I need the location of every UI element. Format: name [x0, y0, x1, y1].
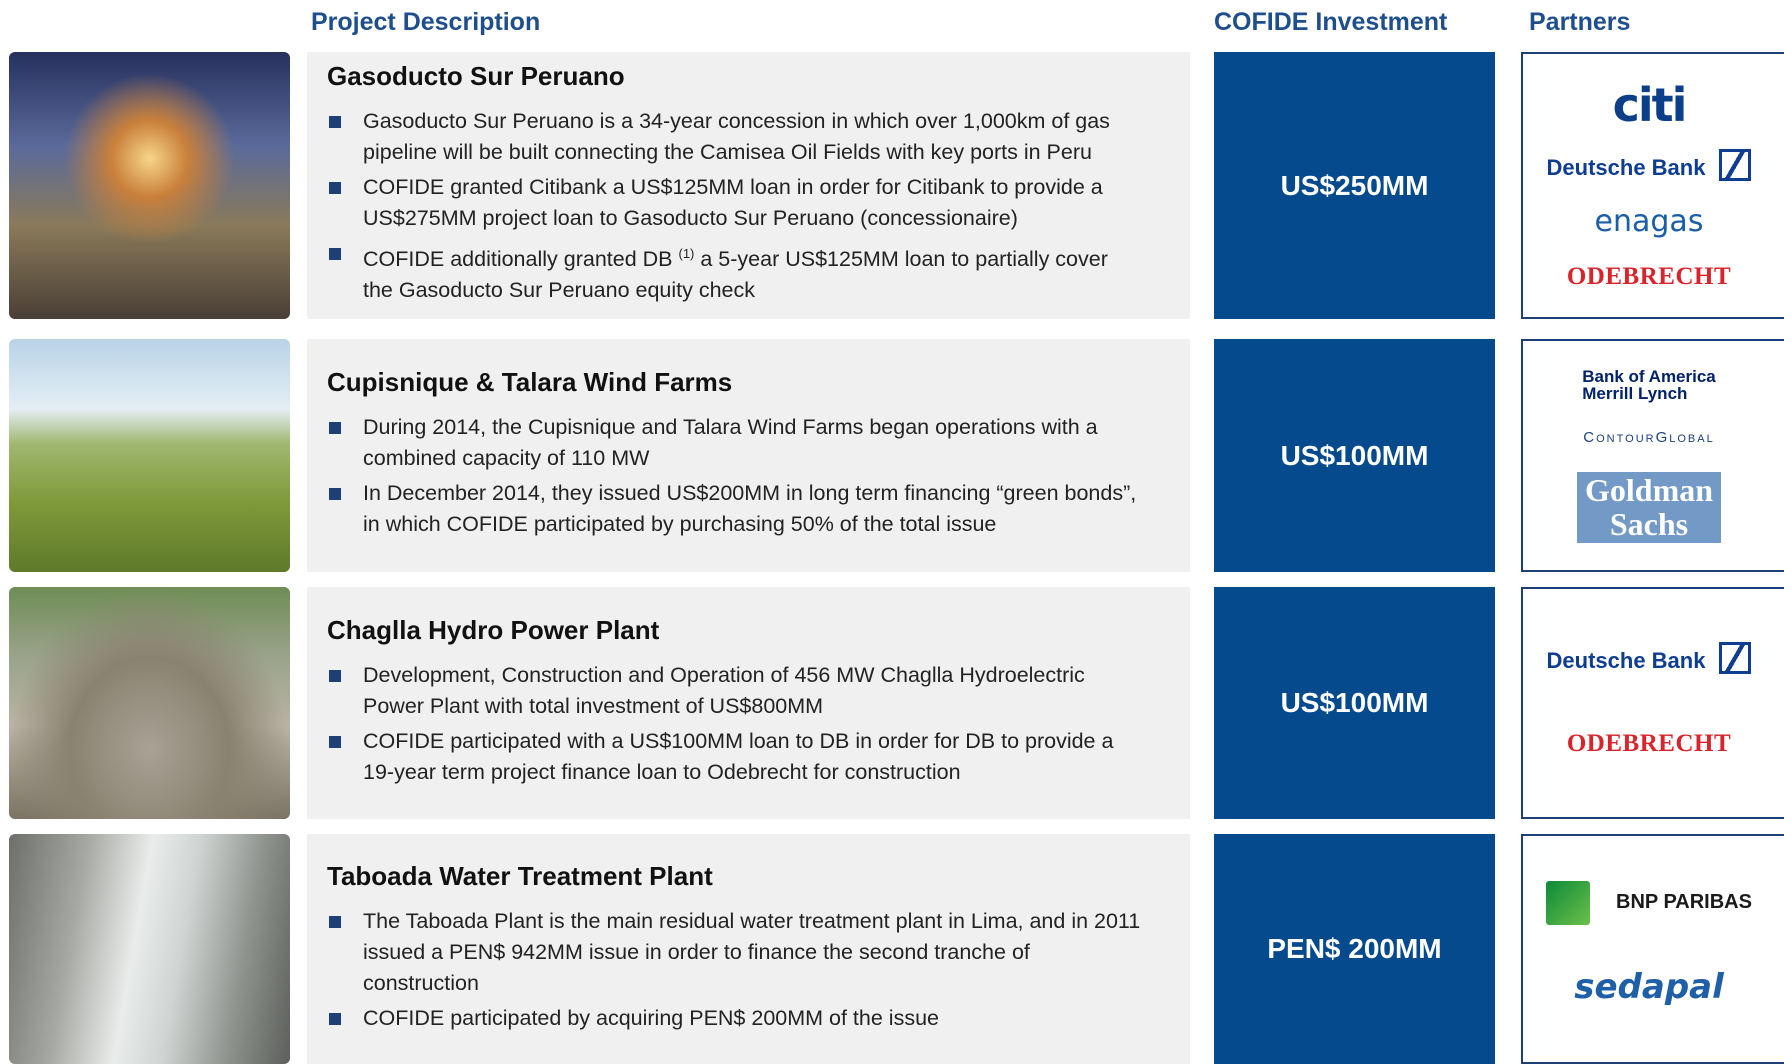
project-photo [9, 339, 290, 572]
bullet: In December 2014, they issued US$200MM i… [327, 478, 1143, 540]
partner-logo: sedapal [1574, 970, 1724, 1006]
description-box: Cupisnique & Talara Wind Farms During 201… [307, 339, 1190, 572]
bullet: COFIDE participated with a US$100MM loan… [327, 726, 1143, 788]
project-title: Taboada Water Treatment Plant [327, 861, 1170, 892]
partner-logo: ContourGlobal [1583, 430, 1714, 446]
partner-logo: enagas [1595, 206, 1704, 238]
partner-logo: citi [1613, 81, 1686, 129]
project-photo [9, 587, 290, 819]
project-photo [9, 834, 290, 1064]
header-investment: COFIDE Investment [1214, 8, 1447, 37]
project-row: Gasoducto Sur Peruano Gasoducto Sur Perua… [0, 52, 1784, 319]
project-title: Gasoducto Sur Peruano [327, 61, 1170, 92]
partner-logo: ODEBRECHT [1567, 731, 1731, 757]
project-row: Taboada Water Treatment Plant The Taboada… [0, 834, 1784, 1064]
bullet: The Taboada Plant is the main residual w… [327, 906, 1143, 999]
header-description: Project Description [311, 8, 540, 37]
investment-amount: PEN$ 200MM [1214, 834, 1495, 1064]
project-title: Chaglla Hydro Power Plant [327, 615, 1170, 646]
investment-amount: US$100MM [1214, 339, 1495, 572]
header-partners: Partners [1529, 8, 1630, 37]
description-box: Gasoducto Sur Peruano Gasoducto Sur Perua… [307, 52, 1190, 319]
partner-logo: Deutsche Bank [1547, 156, 1752, 179]
bullet: Gasoducto Sur Peruano is a 34-year conce… [327, 106, 1143, 168]
partner-name: ODEBRECHT [1567, 731, 1731, 757]
page: Project Description COFIDE Investment Pa… [0, 0, 1784, 1064]
partner-logo: BNP PARIBAS [1546, 892, 1752, 913]
partners-box: Deutsche Bank ODEBRECHT [1521, 587, 1784, 819]
project-row: Chaglla Hydro Power Plant Development, Co… [0, 587, 1784, 819]
partner-name: Deutsche Bank [1547, 156, 1706, 179]
partners-box: citi Deutsche Bank enagas ODEBRECHT [1521, 52, 1784, 319]
project-row: Cupisnique & Talara Wind Farms During 201… [0, 339, 1784, 572]
partner-name: Sachs [1585, 508, 1713, 542]
partner-name: Deutsche Bank [1547, 649, 1706, 672]
partner-logo: Deutsche Bank [1547, 649, 1752, 672]
partners-box: BNP PARIBAS sedapal [1521, 834, 1784, 1064]
partner-name: enagas [1595, 206, 1704, 238]
project-title: Cupisnique & Talara Wind Farms [327, 367, 1170, 398]
partner-name: Merrill Lynch [1582, 385, 1716, 403]
bullet-text: COFIDE additionally granted DB [363, 247, 673, 271]
partner-name: citi [1613, 81, 1686, 129]
partner-logo: ODEBRECHT [1567, 264, 1731, 290]
bullet: COFIDE participated by acquiring PEN$ 20… [327, 1003, 1143, 1034]
partner-name: sedapal [1574, 970, 1724, 1006]
partner-name: ContourGlobal [1583, 430, 1714, 446]
partner-name: ODEBRECHT [1567, 264, 1731, 290]
investment-amount: US$250MM [1214, 52, 1495, 319]
partner-name: BNP PARIBAS [1616, 892, 1752, 913]
bullet: COFIDE granted Citibank a US$125MM loan … [327, 172, 1143, 234]
project-photo [9, 52, 290, 319]
partner-name: Goldman [1585, 474, 1713, 508]
bullet: During 2014, the Cupisnique and Talara W… [327, 412, 1143, 474]
investment-amount: US$100MM [1214, 587, 1495, 819]
bullet: COFIDE additionally granted DB (1) a 5-y… [327, 238, 1143, 306]
partner-name: Bank of America [1582, 368, 1716, 386]
description-box: Taboada Water Treatment Plant The Taboada… [307, 834, 1190, 1064]
description-box: Chaglla Hydro Power Plant Development, Co… [307, 587, 1190, 819]
footnote-ref: (1) [679, 246, 695, 261]
bullet: Development, Construction and Operation … [327, 660, 1143, 722]
